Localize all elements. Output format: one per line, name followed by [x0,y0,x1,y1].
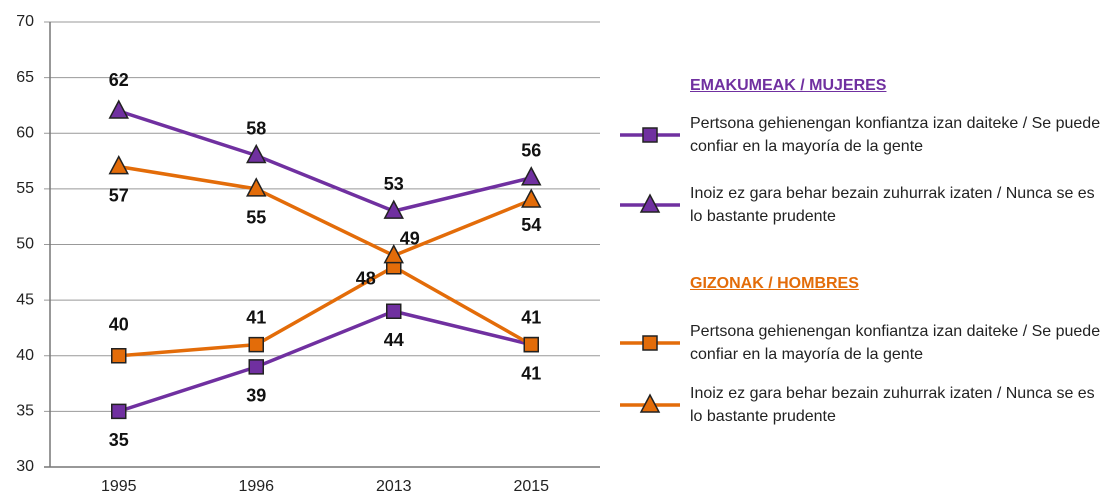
y-tick-label: 60 [16,124,34,141]
data-label: 54 [521,215,541,235]
data-label: 35 [109,430,129,450]
legend-label: Pertsona gehienengan konfiantza izan dai… [690,323,1101,363]
marker [386,303,402,319]
data-label: 55 [246,208,266,228]
marker [246,177,267,197]
marker [248,359,264,375]
marker [521,166,542,186]
data-label: 49 [400,228,420,248]
data-label: 53 [384,174,404,194]
x-tick-label: 2013 [376,478,412,495]
x-tick-label: 1996 [238,478,274,495]
marker [108,99,129,119]
y-tick-label: 35 [16,403,34,420]
y-tick-label: 55 [16,180,34,197]
y-tick-label: 30 [16,458,34,475]
y-tick-label: 40 [16,347,34,364]
data-label: 62 [109,70,129,90]
data-label: 39 [246,386,266,406]
legend-group-title: GIZONAK / HOMBRES [690,275,859,292]
marker [111,348,127,364]
data-label: 40 [109,315,129,335]
data-label: 58 [246,118,266,138]
marker [639,393,661,413]
marker [523,336,539,353]
marker [383,199,404,219]
marker [108,155,129,175]
marker [246,143,267,164]
legend-label: Inoiz ez gara behar bezain zuhurrak izat… [690,385,1095,425]
y-tick-label: 70 [16,13,34,30]
x-tick-label: 2015 [513,478,549,495]
data-label: 44 [384,330,404,350]
x-tick-label: 1995 [101,478,137,495]
marker [639,193,661,213]
legend-label: Pertsona gehienengan konfiantza izan dai… [690,115,1101,155]
data-label: 56 [521,141,541,161]
data-label: 41 [521,307,541,327]
data-label: 48 [356,269,376,289]
legend-label: Inoiz ez gara behar bezain zuhurrak izat… [690,185,1095,225]
series-line [118,264,533,358]
y-tick-label: 45 [16,291,34,308]
marker [111,403,127,420]
marker [248,336,264,353]
series-line [118,164,532,258]
legend-group-title: EMAKUMEAK / MUJERES [690,77,887,94]
marker [642,335,658,351]
data-label: 41 [246,307,266,327]
marker [383,244,404,264]
data-label: 57 [109,185,129,205]
y-tick-label: 50 [16,236,34,253]
marker [521,188,542,208]
series-line [118,109,532,213]
series-line [118,309,532,414]
data-label: 41 [521,363,541,383]
y-tick-label: 65 [16,69,34,86]
marker [642,127,658,143]
